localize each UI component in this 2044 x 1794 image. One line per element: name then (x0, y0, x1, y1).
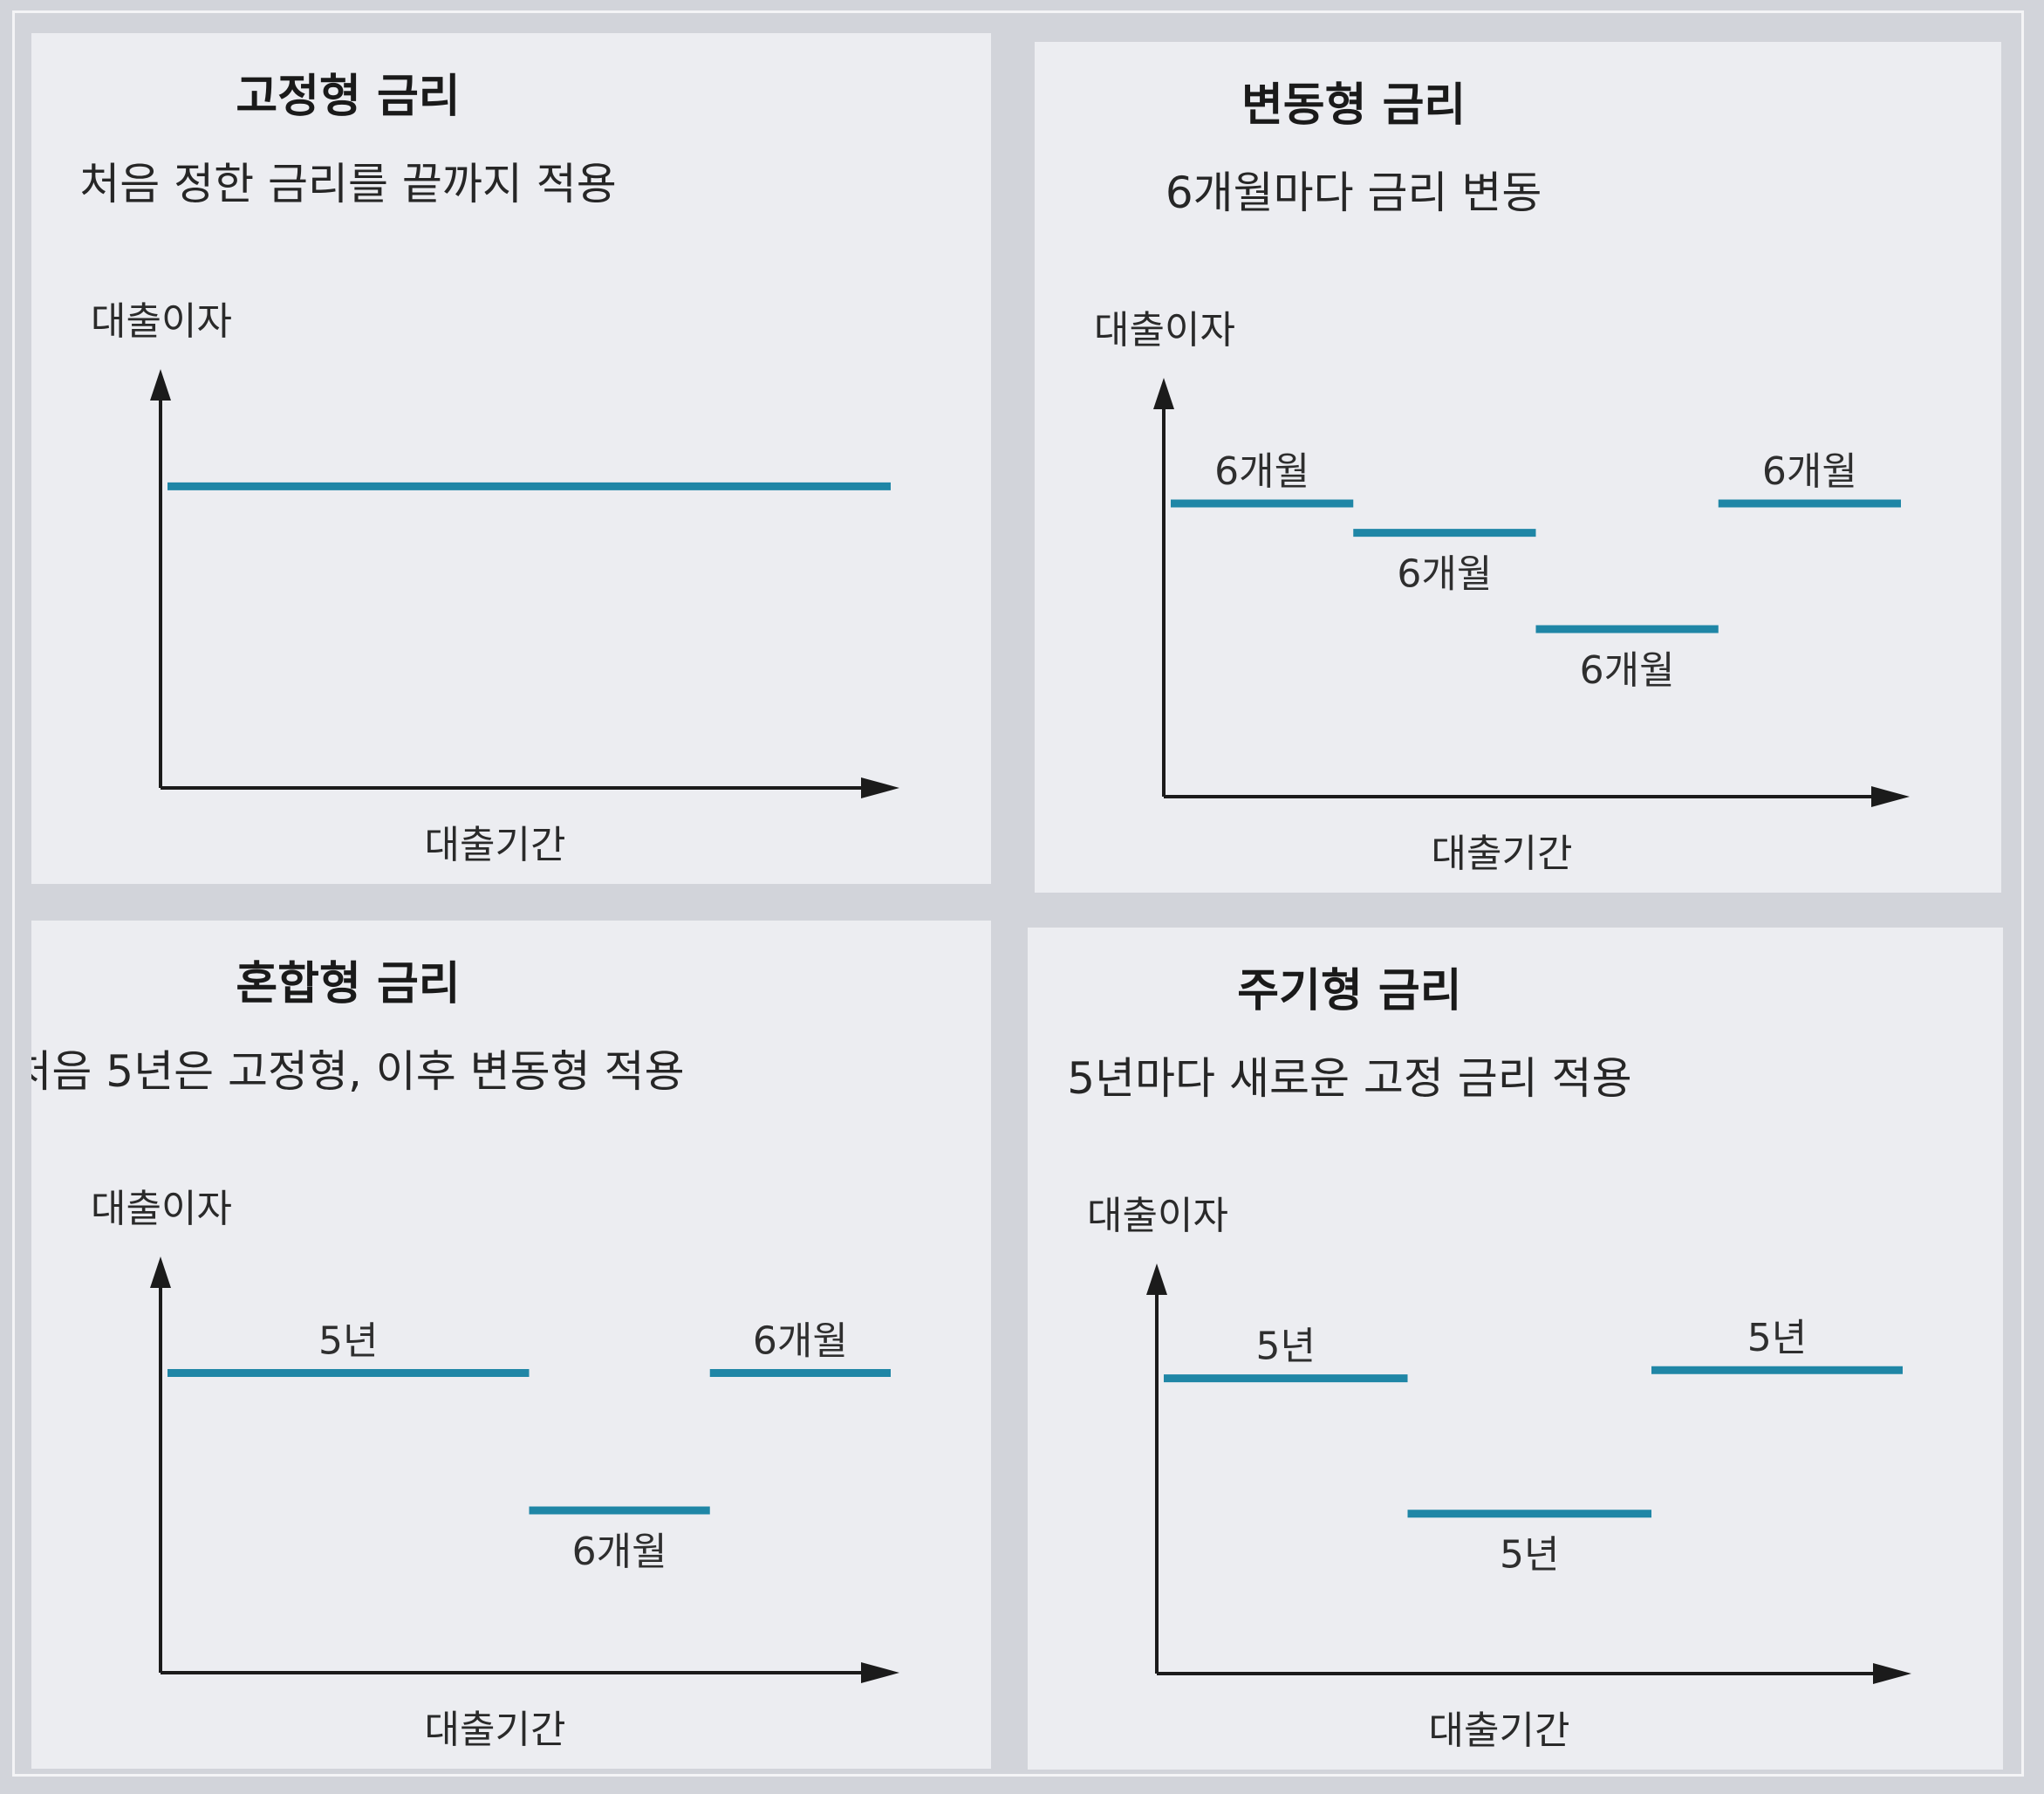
x-axis-label: 대출기간 (425, 1708, 566, 1752)
y-axis-arrow-icon (150, 369, 171, 401)
y-axis-label: 대출이자 (1094, 308, 1235, 353)
panel-subtitle: 처음 정한 금리를 끝까지 적용 (79, 159, 617, 209)
panel-title: 고정형 금리 (236, 71, 460, 123)
segment-label: 5년 (1747, 1316, 1807, 1360)
segment-label: 5년 (318, 1319, 378, 1364)
x-axis-arrow-icon (1873, 1663, 1911, 1684)
panel-title: 혼합형 금리 (236, 958, 460, 1010)
x-axis-arrow-icon (861, 1662, 899, 1683)
y-axis-label: 대출이자 (1087, 1194, 1228, 1238)
segment-label: 6개월 (753, 1319, 848, 1364)
y-axis-arrow-icon (1146, 1263, 1167, 1295)
panel-title: 변동형 금리 (1241, 79, 1466, 132)
x-axis-label: 대출기간 (1432, 832, 1573, 876)
y-axis-arrow-icon (1153, 378, 1174, 409)
panel-subtitle: 5년마다 새로운 고정 금리 적용 (1067, 1053, 1631, 1104)
segment-label: 6개월 (572, 1530, 667, 1574)
y-axis-label: 대출이자 (91, 1187, 232, 1231)
segment-label: 5년 (1500, 1533, 1559, 1578)
panel-subtitle: 처음 5년은 고정형, 이후 변동형 적용 (31, 1046, 685, 1097)
segment-label: 6개월 (1762, 449, 1857, 494)
segment-label: 5년 (1256, 1325, 1316, 1369)
y-axis-arrow-icon (150, 1256, 171, 1288)
x-axis-label: 대출기간 (425, 823, 566, 867)
x-axis-label: 대출기간 (1429, 1708, 1570, 1753)
y-axis-label: 대출이자 (91, 299, 232, 344)
panel-title: 주기형 금리 (1237, 965, 1461, 1017)
segment-label: 6개월 (1214, 449, 1309, 494)
x-axis-arrow-icon (861, 777, 899, 798)
panel-subtitle: 6개월마다 금리 변동 (1166, 168, 1542, 218)
segment-label: 6개월 (1397, 552, 1492, 597)
x-axis-arrow-icon (1871, 786, 1910, 807)
segment-label: 6개월 (1580, 648, 1675, 693)
page-border (12, 10, 2024, 1777)
